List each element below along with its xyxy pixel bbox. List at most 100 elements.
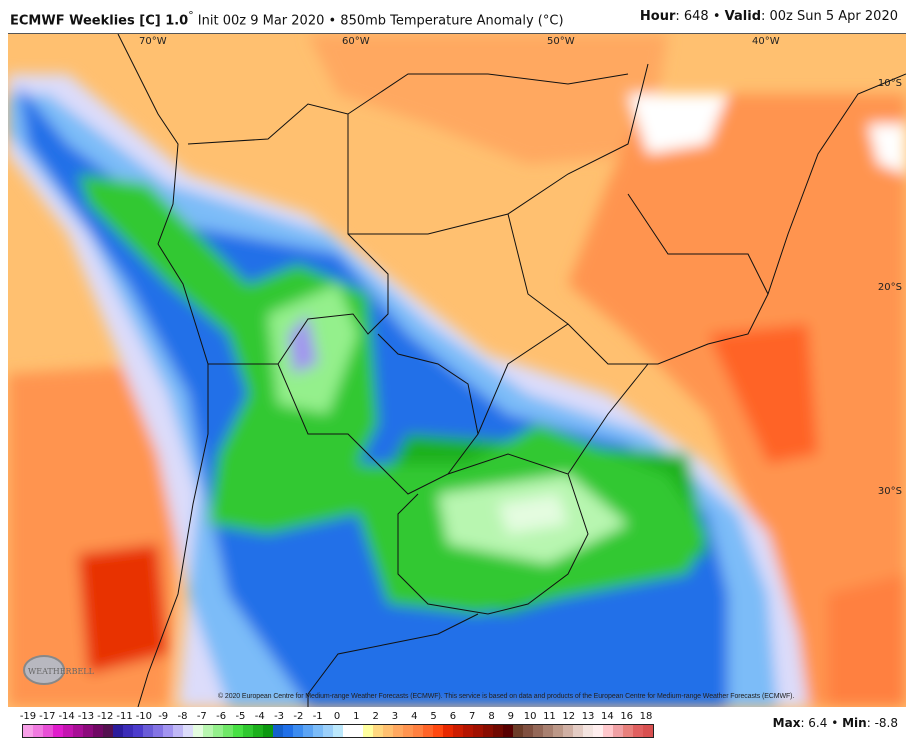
- colorbar-swatch: [113, 725, 123, 737]
- colorbar-tick-label: -11: [116, 711, 133, 722]
- country-borders: [117, 34, 906, 707]
- colorbar-tick-label: -7: [196, 711, 207, 722]
- colorbar-swatch: [263, 725, 273, 737]
- colorbar-labels: -19 -17 -14 -13 -12 -11 -10 -9 -8 -7 -6 -5 -4 -3 -2 -1 0…: [19, 711, 653, 723]
- max-value: 6.4: [808, 716, 828, 730]
- colorbar-swatch: [623, 725, 633, 737]
- colorbar-swatch: [293, 725, 303, 737]
- colorbar-swatch: [633, 725, 643, 737]
- colorbar-swatch: [283, 725, 293, 737]
- colorbar-swatch: [213, 725, 223, 737]
- colorbar-swatch: [53, 725, 63, 737]
- colorbar-swatch: [203, 725, 213, 737]
- colorbar-swatch: [393, 725, 403, 737]
- colorbar-swatch: [253, 725, 263, 737]
- colorbar-swatch: [313, 725, 323, 737]
- colorbar-swatch: [23, 725, 33, 737]
- colorbar-tick-label: 16: [620, 711, 634, 722]
- colorbar-tick-label: 14: [601, 711, 614, 722]
- colorbar-swatch: [543, 725, 553, 737]
- lat-label: 20°S: [877, 282, 902, 293]
- colorbar-tick-label: -6: [216, 711, 227, 722]
- lon-label: 50°W: [547, 36, 575, 47]
- colorbar-swatch: [183, 725, 193, 737]
- colorbar-swatch: [523, 725, 533, 737]
- lon-label: 70°W: [139, 36, 167, 47]
- colorbar-swatch: [33, 725, 43, 737]
- colorbar-swatch: [613, 725, 623, 737]
- lat-label: 30°S: [877, 486, 902, 497]
- colorbar-tick-label: -12: [97, 711, 114, 722]
- colorbar-swatch: [513, 725, 523, 737]
- colorbar-tick-label: -4: [254, 711, 265, 722]
- colorbar-swatch: [193, 725, 203, 737]
- colorbar-tick-label: -9: [158, 711, 169, 722]
- colorbar-swatch: [383, 725, 393, 737]
- colorbar-swatch: [583, 725, 593, 737]
- lat-label: 10°S: [877, 78, 902, 89]
- colorbar-swatch: [493, 725, 503, 737]
- temperature-anomaly-map: [8, 33, 906, 707]
- colorbar-tick-label: -2: [293, 711, 304, 722]
- colorbar-swatch: [353, 725, 363, 737]
- colorbar-swatch: [73, 725, 83, 737]
- colorbar-tick-label: -14: [58, 711, 75, 722]
- colorbar-swatch: [503, 725, 513, 737]
- colorbar-tick-label: 7: [469, 711, 476, 722]
- hour-value: 648: [683, 9, 709, 24]
- colorbar-tick-label: -19: [19, 711, 37, 722]
- colorbar-swatch: [63, 725, 73, 737]
- colorbar-tick-label: -3: [274, 711, 285, 722]
- colorbar-tick-label: 4: [411, 711, 418, 722]
- lon-label: 40°W: [752, 36, 780, 47]
- colorbar-swatch: [333, 725, 343, 737]
- map-title: ECMWF Weeklies [C] 1.0° Init 00z 9 Mar 2…: [10, 9, 564, 29]
- colorbar-tick-label: 9: [507, 711, 514, 722]
- hour-label: Hour: [639, 9, 676, 24]
- colorbar-tick-label: 18: [639, 711, 653, 722]
- lon-label: 60°W: [342, 36, 370, 47]
- colorbar-tick-label: -13: [77, 711, 95, 722]
- colorbar-swatch: [133, 725, 143, 737]
- colorbar-tick-label: 6: [449, 711, 457, 722]
- weatherbell-logo: WEATHERBELL: [23, 655, 95, 685]
- colorbar-tick-label: -5: [235, 711, 246, 722]
- colorbar-swatch: [433, 725, 443, 737]
- colorbar-tick-label: 0: [333, 711, 341, 722]
- colorbar-tick-label: 5: [430, 711, 437, 722]
- valid-time: 00z Sun 5 Apr 2020: [769, 9, 898, 24]
- colorbar-swatch: [173, 725, 183, 737]
- colorbar-swatch: [473, 725, 483, 737]
- valid-info: Hour: 648 • Valid: 00z Sun 5 Apr 2020: [639, 9, 898, 24]
- colorbar-swatch: [143, 725, 153, 737]
- colorbar-swatch: [243, 725, 253, 737]
- colorbar-tick-label: 3: [391, 711, 399, 722]
- colorbar-tick-label: 13: [581, 711, 595, 722]
- max-min-readout: Max: 6.4 • Min: -8.8: [772, 716, 898, 730]
- colorbar-tick-label: -10: [135, 711, 153, 722]
- colorbar-swatch: [573, 725, 583, 737]
- colorbar-swatch: [123, 725, 133, 737]
- colorbar-tick-label: -17: [39, 711, 56, 722]
- svg-text:WEATHERBELL: WEATHERBELL: [28, 667, 95, 676]
- colorbar-swatch: [563, 725, 573, 737]
- colorbar-swatch: [153, 725, 163, 737]
- min-label: Min: [842, 716, 867, 730]
- colorbar-tick-label: 10: [523, 711, 537, 722]
- colorbar-swatch: [403, 725, 413, 737]
- colorbar-swatch: [533, 725, 543, 737]
- colorbar-swatch: [373, 725, 383, 737]
- colorbar-tick-label: 1: [353, 711, 360, 722]
- colorbar-swatch: [483, 725, 493, 737]
- colorbar-tick-label: 8: [488, 711, 495, 722]
- copyright-notice: © 2020 European Centre for Medium-range …: [218, 693, 795, 700]
- colorbar-swatch: [273, 725, 283, 737]
- colorbar-swatch: [83, 725, 93, 737]
- colorbar-swatch: [443, 725, 453, 737]
- colorbar-swatch: [553, 725, 563, 737]
- colorbar-swatch: [363, 725, 373, 737]
- colorbar-swatch: [453, 725, 463, 737]
- init-time: Init 00z 9 Mar 2020: [197, 13, 325, 29]
- colorbar-swatch: [323, 725, 333, 737]
- field-name: 850mb Temperature Anomaly (°C): [340, 13, 564, 29]
